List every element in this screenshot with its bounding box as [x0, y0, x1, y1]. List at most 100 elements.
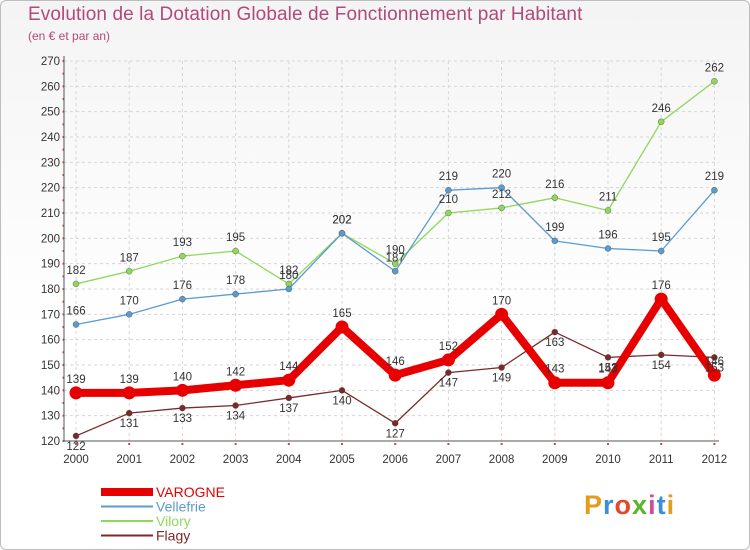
- data-label: 154: [652, 360, 672, 372]
- data-label: 187: [386, 252, 405, 264]
- y-tick-label: 250: [41, 107, 60, 119]
- data-label: 193: [173, 237, 192, 249]
- legend-label-flagy: Flagy: [156, 528, 190, 544]
- data-point: [125, 311, 133, 318]
- x-tick-label: 2011: [649, 454, 674, 466]
- data-point: [335, 320, 349, 334]
- data-label: 147: [439, 378, 458, 390]
- logo-letter: i: [666, 490, 676, 520]
- legend-label-varogne: VAROGNE: [156, 484, 225, 500]
- x-minor-tick: [75, 443, 77, 445]
- data-point: [179, 295, 186, 303]
- data-label: 139: [120, 374, 139, 386]
- data-label: 143: [545, 364, 564, 376]
- y-tick-label: 170: [41, 309, 60, 321]
- y-tick-label: 150: [41, 360, 60, 372]
- x-minor-tick: [341, 443, 343, 445]
- proxiti-logo: Proxiti: [584, 490, 675, 521]
- data-label: 212: [492, 189, 511, 201]
- data-label: 144: [279, 361, 299, 373]
- data-label: 180: [279, 270, 298, 282]
- x-tick-label: 2005: [329, 454, 355, 466]
- data-label: 152: [439, 341, 458, 353]
- data-point: [654, 292, 668, 306]
- data-label: 149: [492, 373, 511, 385]
- data-point: [285, 394, 292, 402]
- data-point: [338, 230, 346, 237]
- data-point: [604, 354, 612, 361]
- x-tick-label: 2009: [542, 454, 568, 466]
- data-point: [69, 386, 83, 400]
- data-point: [232, 402, 239, 409]
- legend-label-vellefrie: Vellefrie: [156, 499, 206, 515]
- y-tick-label: 210: [41, 208, 60, 220]
- x-tick-label: 2008: [489, 454, 515, 466]
- x-tick-label: 2001: [116, 454, 142, 466]
- data-point: [658, 118, 665, 126]
- chart-title: Evolution de la Dotation Globale de Fonc…: [28, 4, 583, 25]
- y-tick-label: 160: [41, 335, 60, 347]
- data-point: [179, 404, 186, 412]
- data-point: [72, 432, 80, 440]
- data-label: 146: [386, 356, 405, 368]
- data-label: 131: [120, 418, 139, 430]
- y-tick-label: 200: [41, 233, 60, 245]
- data-label: 170: [120, 295, 139, 307]
- x-minor-tick: [713, 443, 716, 445]
- data-label: 146: [705, 356, 724, 368]
- x-minor-tick: [500, 443, 503, 445]
- x-tick-label: 2006: [382, 454, 408, 466]
- data-point: [445, 186, 452, 194]
- data-point: [392, 260, 399, 267]
- data-label: 134: [226, 411, 246, 423]
- data-label: 166: [66, 305, 85, 317]
- data-point: [338, 387, 346, 394]
- data-label: 220: [492, 169, 511, 181]
- data-point: [125, 268, 133, 275]
- x-minor-tick: [660, 443, 663, 445]
- data-point: [392, 268, 399, 275]
- x-minor-tick: [394, 443, 397, 445]
- data-label: 127: [386, 428, 405, 440]
- data-point: [658, 351, 665, 359]
- data-point: [498, 204, 505, 212]
- data-label: 195: [652, 232, 671, 244]
- data-point: [282, 373, 296, 387]
- y-tick-label: 220: [41, 183, 60, 195]
- data-point: [445, 209, 452, 217]
- chart-subtitle: (en € et par an): [28, 29, 111, 43]
- data-label: 153: [598, 362, 617, 374]
- data-label: 139: [66, 374, 85, 386]
- x-minor-tick: [181, 443, 184, 445]
- y-tick-label: 120: [41, 436, 60, 448]
- data-label: 143: [598, 364, 617, 376]
- logo-letter: P: [584, 490, 604, 520]
- data-point: [445, 369, 452, 376]
- y-tick-label: 190: [41, 259, 60, 271]
- data-label: 196: [598, 229, 617, 241]
- x-tick-label: 2002: [170, 454, 196, 466]
- data-point: [495, 307, 509, 321]
- data-point: [175, 383, 189, 397]
- data-label: 153: [705, 362, 724, 374]
- data-point: [551, 194, 558, 202]
- logo-letter: t: [656, 490, 667, 520]
- axes: 120 130 140 150 160 170 180 190 200 210 220 230 240 2…: [41, 56, 727, 466]
- y-tick-label: 230: [41, 157, 60, 169]
- data-point: [707, 368, 721, 382]
- legend-label-vilory: Vilory: [156, 513, 191, 529]
- data-point: [551, 328, 558, 336]
- series-lines: [69, 78, 721, 440]
- data-label: 210: [439, 194, 458, 206]
- data-point: [388, 368, 402, 382]
- data-point: [658, 247, 665, 255]
- data-point: [72, 321, 80, 328]
- y-tick-label: 180: [41, 284, 60, 296]
- logo-letter: o: [614, 490, 633, 520]
- data-label: 140: [173, 371, 192, 383]
- data-label: 262: [705, 62, 724, 74]
